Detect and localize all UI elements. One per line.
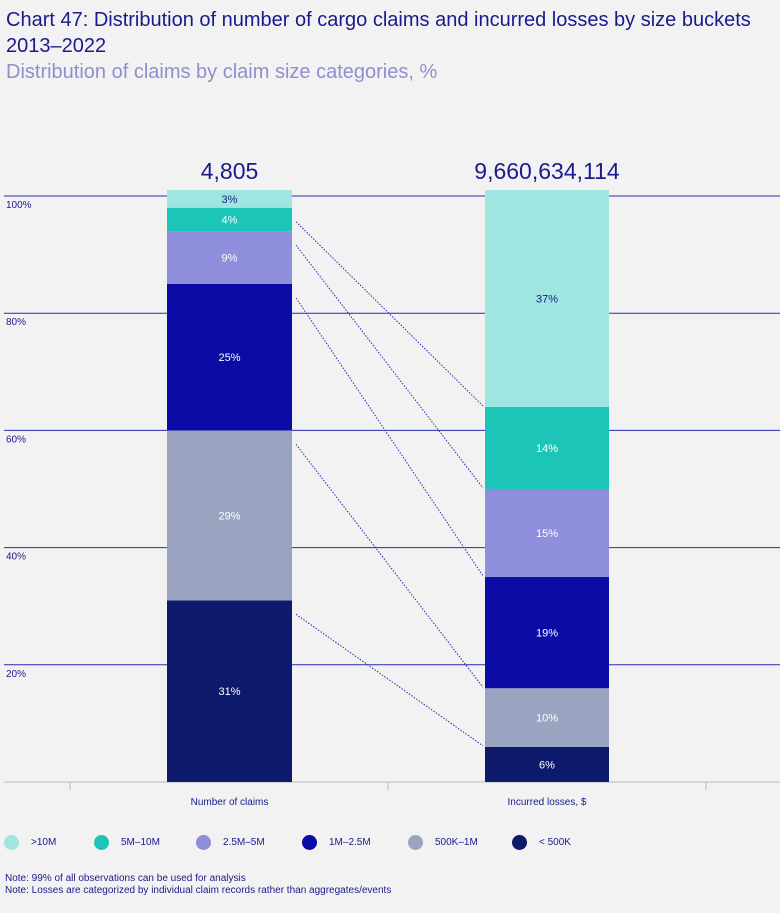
data-label: 15%: [536, 528, 558, 540]
bar-segment: [485, 688, 609, 747]
legend-swatch: [302, 834, 317, 850]
data-label: 3%: [222, 194, 238, 206]
y-tick-label: 80%: [6, 317, 26, 328]
y-tick-label: 20%: [6, 669, 26, 680]
legend-item-2-5m-5m: 2.5M–5M: [196, 831, 265, 853]
legend-label: 500K–1M: [435, 836, 478, 848]
note-line: Note: 99% of all observations can be use…: [5, 873, 246, 884]
chart-title: Chart 47: Distribution of number of carg…: [6, 9, 751, 57]
bar-total: 9,660,634,114: [474, 158, 620, 184]
connector-line: [295, 613, 484, 747]
bar-segment: [167, 231, 292, 284]
legend-swatch: [408, 834, 423, 850]
y-tick-label: 60%: [6, 434, 26, 445]
chart-subtitle: Distribution of claims by claim size cat…: [6, 61, 438, 83]
note-line: Note: Losses are categorized by individu…: [5, 885, 392, 896]
legend-swatch: [94, 834, 109, 850]
bar-segment: [167, 190, 292, 208]
data-label: 29%: [218, 510, 240, 522]
bar-segment: [485, 576, 609, 689]
legend-label: 2.5M–5M: [223, 836, 265, 848]
data-label: 6%: [539, 759, 555, 771]
legend-swatch: [512, 834, 527, 850]
bar-segment: [167, 283, 292, 431]
data-label: 10%: [536, 713, 558, 725]
connector-line: [295, 444, 484, 688]
legend-label: >10M: [31, 836, 57, 848]
connector-line: [295, 244, 484, 489]
stacked-bar-chart: 100% 80% 60% 40% 20% 31% 29% 25% 9% 4% 3% 6% 10% 19% 1…: [4, 158, 780, 808]
bar-segment: [167, 207, 292, 232]
data-label: 14%: [536, 443, 558, 455]
y-tick-label: 40%: [6, 552, 26, 563]
bar-segment: [485, 406, 609, 489]
data-label: 25%: [218, 352, 240, 364]
data-label: 4%: [222, 214, 238, 226]
legend-item-5m-10m: 5M–10M: [94, 831, 160, 853]
data-label: 31%: [218, 686, 240, 698]
connector-line: [295, 297, 484, 577]
connector-line: [295, 221, 484, 407]
bar-segment: [485, 489, 609, 577]
x-category-label: Incurred losses, $: [508, 797, 587, 808]
chart-notes: Note: 99% of all observations can be use…: [5, 873, 775, 897]
bar-segment: [167, 600, 292, 782]
legend-item-gt-10m: >10M: [4, 831, 56, 853]
legend-swatch: [196, 834, 211, 850]
legend-label: 1M–2.5M: [329, 836, 371, 848]
chart-legend: >10M 5M–10M 2.5M–5M 1M–2.5M 500K–1M < 50…: [4, 831, 776, 853]
bar-segment: [167, 430, 292, 601]
data-label: 9%: [222, 253, 238, 265]
y-tick-label: 100%: [6, 200, 32, 211]
bar-segment: [485, 190, 609, 407]
legend-item-1m-2-5m: 1M–2.5M: [302, 831, 371, 853]
legend-label: 5M–10M: [121, 836, 160, 848]
bar-segment: [485, 746, 609, 782]
legend-item-lt-500k: < 500K: [512, 831, 571, 853]
x-category-label: Number of claims: [191, 797, 269, 808]
data-label: 37%: [536, 294, 558, 306]
legend-label: < 500K: [539, 836, 571, 848]
data-label: 19%: [536, 628, 558, 640]
bar-total: 4,805: [201, 158, 259, 184]
legend-item-500k-1m: 500K–1M: [408, 831, 478, 853]
legend-swatch: [4, 834, 19, 850]
